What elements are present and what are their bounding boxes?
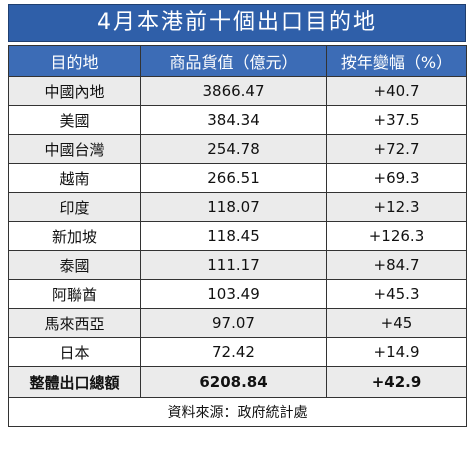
table-cell: +72.7 bbox=[326, 134, 467, 164]
table-cell: 72.42 bbox=[140, 337, 327, 367]
table-cell: 阿聯酋 bbox=[8, 279, 141, 309]
total-cell: +42.9 bbox=[326, 366, 467, 398]
table-cell: 266.51 bbox=[140, 163, 327, 193]
table-body: 中國內地 3866.47 +40.7 美國 384.34 +37.5 中國台灣 254.78 +… bbox=[8, 76, 467, 427]
table-cell: 3866.47 bbox=[140, 76, 327, 106]
table-cell: +14.9 bbox=[326, 337, 467, 367]
table-row: 阿聯酋 103.49 +45.3 bbox=[8, 279, 467, 309]
table-cell: 新加坡 bbox=[8, 221, 141, 251]
table-cell: 美國 bbox=[8, 105, 141, 135]
header-row: 目的地 商品貨值（億元） 按年變幅（%） bbox=[8, 45, 467, 77]
table-cell: +40.7 bbox=[326, 76, 467, 106]
column-header: 按年變幅（%） bbox=[326, 45, 467, 77]
table-cell: 111.17 bbox=[140, 250, 327, 280]
table-cell: 103.49 bbox=[140, 279, 327, 309]
source-row: 資料來源：政府統計處 bbox=[8, 397, 467, 427]
table-row: 新加坡 118.45 +126.3 bbox=[8, 221, 467, 251]
table-cell: 97.07 bbox=[140, 308, 327, 338]
table-cell: 越南 bbox=[8, 163, 141, 193]
table-row: 中國台灣 254.78 +72.7 bbox=[8, 134, 467, 164]
table-cell: 中國台灣 bbox=[8, 134, 141, 164]
table-cell: 254.78 bbox=[140, 134, 327, 164]
table-row: 越南 266.51 +69.3 bbox=[8, 163, 467, 193]
table-cell: +45 bbox=[326, 308, 467, 338]
table-cell: +126.3 bbox=[326, 221, 467, 251]
table-cell: 384.34 bbox=[140, 105, 327, 135]
source: 資料來源：政府統計處 bbox=[8, 397, 467, 427]
column-header: 商品貨值（億元） bbox=[140, 45, 327, 77]
table-row: 日本 72.42 +14.9 bbox=[8, 337, 467, 367]
table-cell: 日本 bbox=[8, 337, 141, 367]
table: 目的地 商品貨值（億元） 按年變幅（%） 中國內地 3866.47 +40.7 美國 384… bbox=[8, 45, 467, 427]
infographic: 4月本港前十個出口目的地 目的地 商品貨值（億元） 按年變幅（%） 中國內地 3866… bbox=[8, 4, 467, 427]
table-cell: 中國內地 bbox=[8, 76, 141, 106]
table-row: 中國內地 3866.47 +40.7 bbox=[8, 76, 467, 106]
table-cell: 印度 bbox=[8, 192, 141, 222]
column-header: 目的地 bbox=[8, 45, 141, 77]
table-cell: 馬來西亞 bbox=[8, 308, 141, 338]
total-row: 整體出口總額 6208.84 +42.9 bbox=[8, 366, 467, 398]
table-row: 印度 118.07 +12.3 bbox=[8, 192, 467, 222]
table-row: 泰國 111.17 +84.7 bbox=[8, 250, 467, 280]
table-row: 美國 384.34 +37.5 bbox=[8, 105, 467, 135]
table-cell: +12.3 bbox=[326, 192, 467, 222]
table-row: 馬來西亞 97.07 +45 bbox=[8, 308, 467, 338]
title: 4月本港前十個出口目的地 bbox=[8, 4, 466, 42]
table-cell: +37.5 bbox=[326, 105, 467, 135]
table-cell: 118.45 bbox=[140, 221, 327, 251]
table-cell: +84.7 bbox=[326, 250, 467, 280]
table-cell: 泰國 bbox=[8, 250, 141, 280]
table-cell: 118.07 bbox=[140, 192, 327, 222]
total-cell: 6208.84 bbox=[140, 366, 327, 398]
table-cell: +45.3 bbox=[326, 279, 467, 309]
total-cell: 整體出口總額 bbox=[8, 366, 141, 398]
table-cell: +69.3 bbox=[326, 163, 467, 193]
